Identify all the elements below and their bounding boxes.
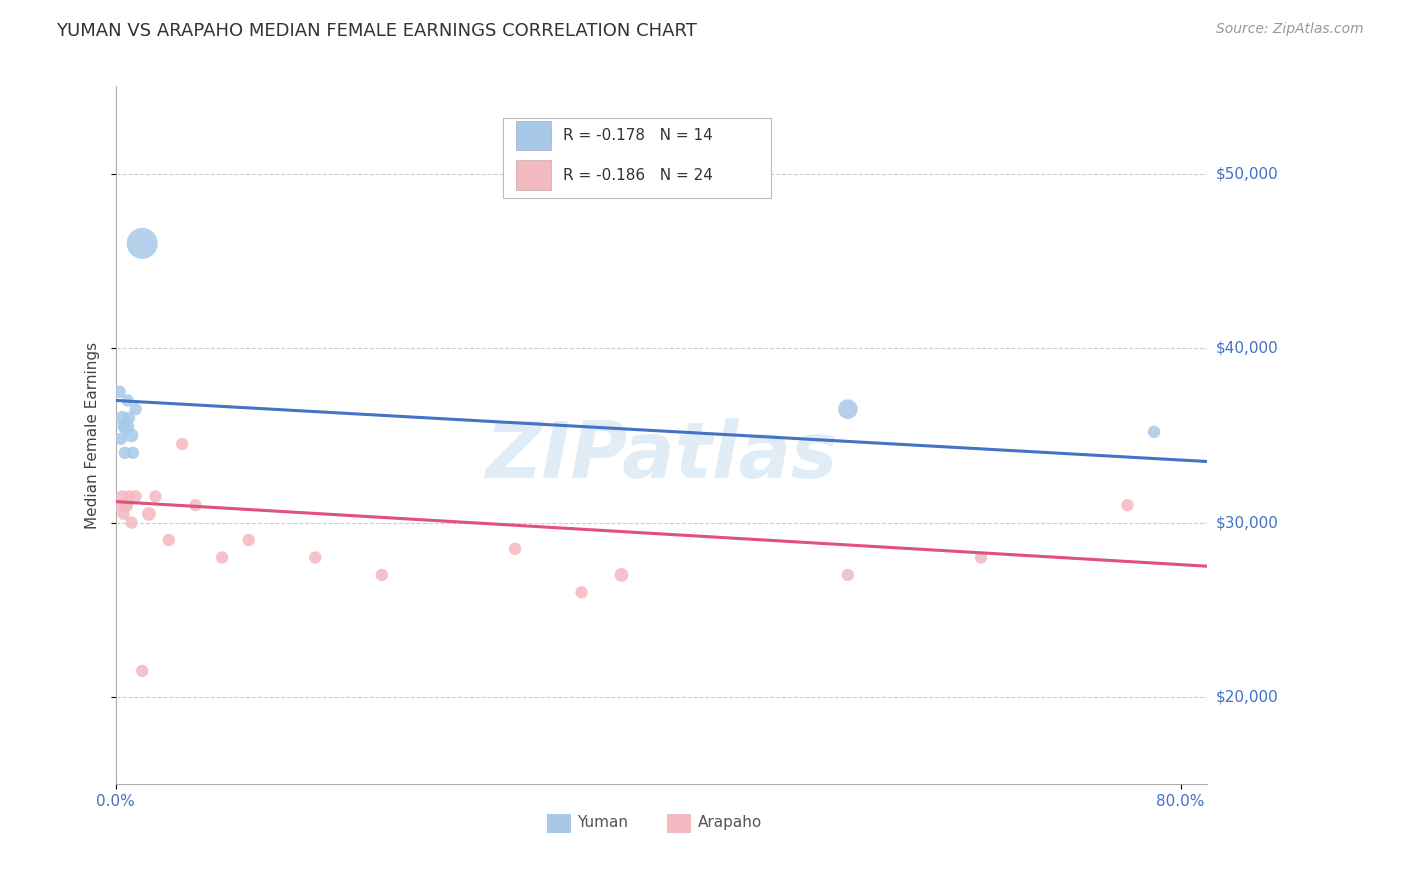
Point xyxy=(124,490,146,504)
Text: $30,000: $30,000 xyxy=(1216,515,1278,530)
Point xyxy=(837,568,859,582)
Point xyxy=(1116,498,1139,512)
Point xyxy=(304,550,326,565)
Point xyxy=(571,585,593,599)
Point xyxy=(184,498,207,512)
Point xyxy=(108,498,131,512)
Point xyxy=(110,432,132,446)
Point xyxy=(121,516,143,530)
Y-axis label: Median Female Earnings: Median Female Earnings xyxy=(86,342,100,529)
Point xyxy=(108,384,131,399)
Text: $50,000: $50,000 xyxy=(1216,166,1278,181)
Point xyxy=(131,236,153,251)
Text: YUMAN VS ARAPAHO MEDIAN FEMALE EARNINGS CORRELATION CHART: YUMAN VS ARAPAHO MEDIAN FEMALE EARNINGS … xyxy=(56,22,697,40)
Point xyxy=(112,507,135,521)
FancyBboxPatch shape xyxy=(547,814,571,833)
Point xyxy=(112,419,135,434)
Point xyxy=(114,446,136,460)
Text: R = -0.178   N = 14: R = -0.178 N = 14 xyxy=(564,128,713,143)
Point xyxy=(121,428,143,442)
Point xyxy=(371,568,394,582)
Point xyxy=(115,419,138,434)
Point xyxy=(111,490,134,504)
Point xyxy=(503,541,526,556)
FancyBboxPatch shape xyxy=(516,120,551,150)
Point xyxy=(118,410,141,425)
Point xyxy=(131,664,153,678)
Text: Source: ZipAtlas.com: Source: ZipAtlas.com xyxy=(1216,22,1364,37)
Point xyxy=(138,507,160,521)
Point xyxy=(117,393,139,408)
Point xyxy=(1143,425,1166,439)
Point xyxy=(118,490,141,504)
Text: R = -0.186   N = 24: R = -0.186 N = 24 xyxy=(564,168,713,183)
Point xyxy=(157,533,180,547)
Point xyxy=(114,498,136,512)
Point xyxy=(122,446,145,460)
Point xyxy=(837,402,859,417)
Text: Yuman: Yuman xyxy=(578,815,628,830)
Point xyxy=(211,550,233,565)
FancyBboxPatch shape xyxy=(516,161,551,190)
Point xyxy=(145,490,167,504)
FancyBboxPatch shape xyxy=(666,814,690,833)
Point xyxy=(124,402,146,417)
Text: Arapaho: Arapaho xyxy=(697,815,762,830)
Point xyxy=(610,568,633,582)
Point xyxy=(115,498,138,512)
Text: ZIPatlas: ZIPatlas xyxy=(485,418,838,494)
Point xyxy=(172,437,194,451)
Point xyxy=(111,410,134,425)
Text: $20,000: $20,000 xyxy=(1216,690,1278,705)
FancyBboxPatch shape xyxy=(503,118,770,198)
Text: $40,000: $40,000 xyxy=(1216,341,1278,356)
Point xyxy=(238,533,260,547)
Point xyxy=(970,550,993,565)
